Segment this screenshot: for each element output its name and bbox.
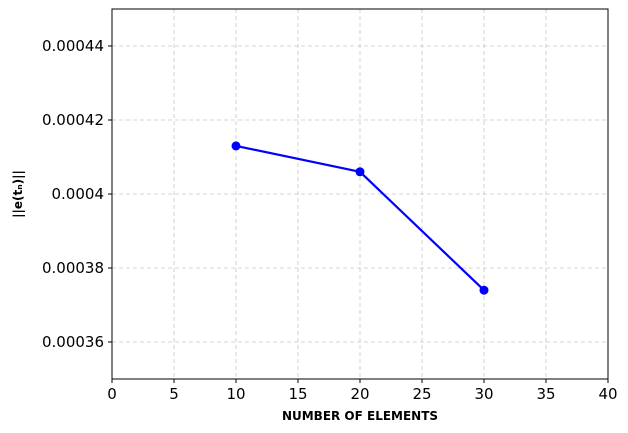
y-tick-label: 0.00036	[42, 333, 104, 351]
series-layer	[231, 141, 489, 295]
x-tick-label: 35	[536, 385, 555, 403]
x-tick-label: 5	[169, 385, 179, 403]
x-tick-label: 20	[350, 385, 369, 403]
x-axis: 0 5 10 15 20 25 30 35 40	[107, 379, 618, 403]
data-point	[231, 141, 241, 151]
x-tick-label: 25	[412, 385, 431, 403]
grid-lines	[111, 9, 609, 379]
y-axis: 0.00036 0.00038 0.0004 0.00042 0.00044	[42, 37, 112, 351]
x-tick-label: 10	[226, 385, 245, 403]
y-tick-label: 0.00038	[42, 259, 104, 277]
data-point	[479, 285, 489, 295]
x-tick-label: 15	[288, 385, 307, 403]
x-tick-label: 0	[107, 385, 117, 403]
y-tick-label: 0.00044	[42, 37, 104, 55]
y-axis-label: ||e(tₙ)||	[11, 170, 25, 218]
y-tick-label: 0.00042	[42, 111, 104, 129]
x-tick-label: 40	[598, 385, 617, 403]
y-tick-label: 0.0004	[52, 185, 105, 203]
x-tick-label: 30	[474, 385, 493, 403]
x-axis-label: NUMBER OF ELEMENTS	[282, 409, 438, 423]
data-point	[355, 167, 365, 177]
